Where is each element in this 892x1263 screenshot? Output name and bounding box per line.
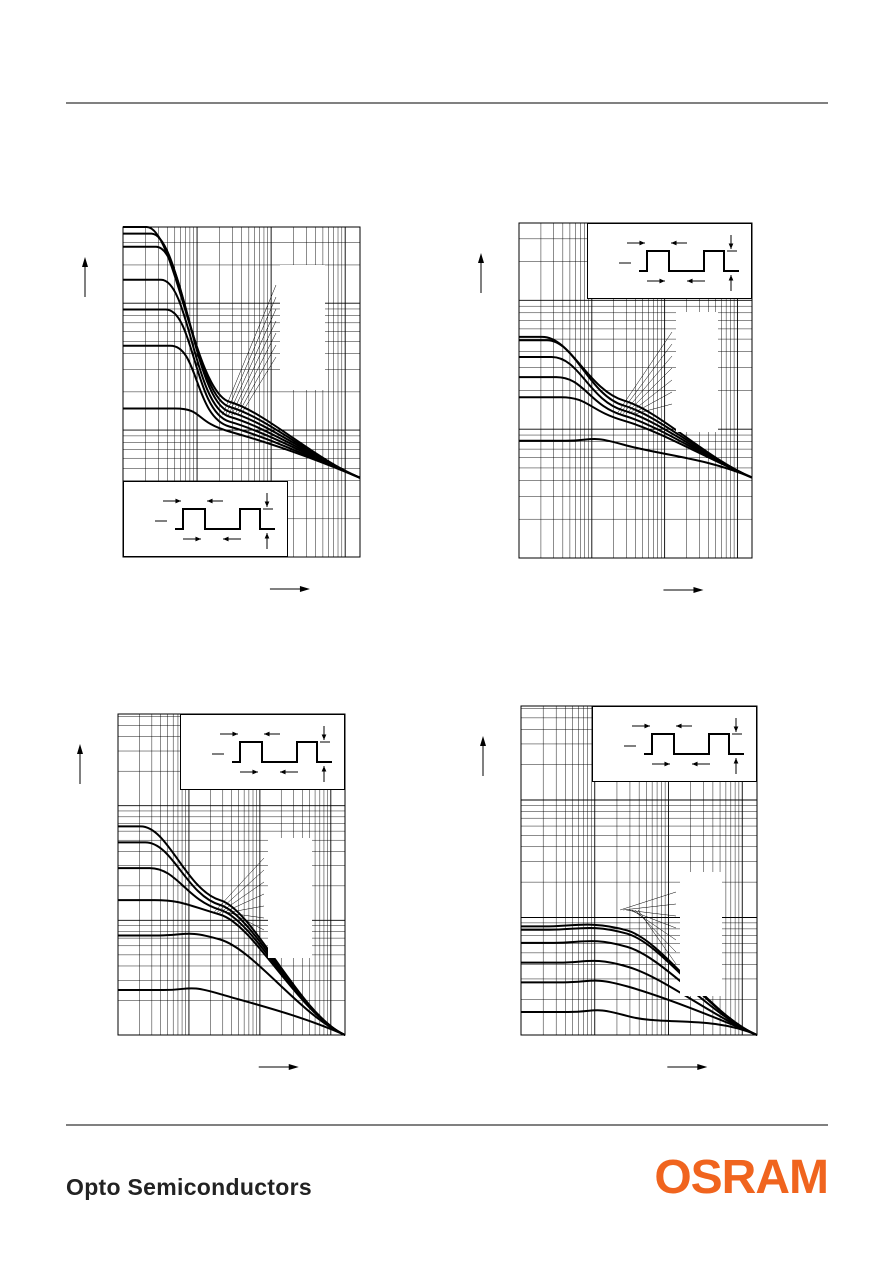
arrow-head (252, 769, 258, 775)
leader-line (219, 881, 265, 914)
leader-line (213, 857, 265, 914)
leader-line (228, 308, 277, 416)
diagram (480, 705, 758, 1070)
leader-line (228, 912, 265, 919)
curve (521, 1009, 758, 1036)
arrow-head (644, 723, 650, 729)
curve (118, 899, 346, 1036)
leader-line (225, 296, 277, 416)
arrow-head (676, 723, 682, 729)
arrow-head (733, 726, 739, 732)
leader-line (216, 869, 265, 914)
arrow-head (321, 734, 327, 740)
leader-line (631, 391, 673, 415)
pulse-waveform (232, 741, 332, 763)
arrow-head (659, 278, 665, 284)
curve (519, 437, 753, 479)
leader-line (628, 379, 673, 415)
pulse-waveform (639, 250, 739, 272)
arrow-head (288, 1064, 299, 1070)
arrow-head (480, 736, 486, 746)
leader-line (619, 343, 673, 415)
arrow-head (264, 501, 270, 507)
leader-line (222, 284, 277, 416)
pulse-waveform (644, 733, 744, 755)
leader-line (225, 905, 265, 914)
curve (123, 226, 361, 479)
curve (521, 926, 758, 1036)
leader-line (616, 331, 673, 415)
curve (521, 979, 758, 1036)
curve (123, 308, 361, 479)
arrow-head (223, 536, 229, 542)
legend-area (268, 838, 312, 958)
pulse-waveform (175, 508, 275, 530)
arrow-head (664, 761, 670, 767)
leader-line (623, 903, 677, 911)
leader-line (620, 891, 677, 911)
diagram (77, 713, 346, 1070)
diagram (82, 226, 361, 592)
curve (118, 987, 346, 1036)
leader-line (622, 355, 673, 415)
curve (521, 940, 758, 1036)
arrow-head (207, 498, 213, 504)
leader-line (237, 344, 277, 416)
curve (123, 344, 361, 479)
logo: OSRAM (654, 1151, 829, 1204)
arrow-head (639, 240, 645, 246)
arrow-head (671, 240, 677, 246)
leader-line (626, 909, 677, 917)
arrow-head (728, 275, 734, 281)
curve (123, 407, 361, 479)
legend-area (680, 872, 722, 996)
curve (123, 245, 361, 479)
arrow-head (264, 731, 270, 737)
curve (123, 232, 361, 479)
footer-text: Opto Semiconductors (66, 1174, 312, 1200)
curve (521, 959, 758, 1036)
leader-line (634, 403, 673, 415)
curve (118, 932, 346, 1036)
legend-area (280, 265, 325, 390)
curve (519, 396, 753, 479)
leader-line (631, 909, 677, 941)
leader-line (625, 367, 673, 415)
leader-line (222, 893, 265, 914)
legend-area (676, 312, 718, 432)
arrow-head (280, 769, 286, 775)
arrow-head (697, 1064, 708, 1070)
arrow-head (195, 536, 201, 542)
arrow-head (321, 766, 327, 772)
arrow-head (733, 758, 739, 764)
arrow-head (232, 731, 238, 737)
arrow-head (299, 586, 310, 592)
arrow-head (693, 587, 704, 593)
curve (123, 278, 361, 479)
leader-line (231, 320, 277, 416)
leader-line (231, 912, 265, 931)
diagram (478, 222, 753, 593)
leader-line (234, 332, 277, 416)
arrow-head (692, 761, 698, 767)
arrow-head (728, 243, 734, 249)
arrow-head (687, 278, 693, 284)
arrow-head (77, 744, 83, 754)
leader-line (240, 356, 277, 416)
leader-line (637, 909, 677, 965)
arrow-head (478, 253, 484, 263)
arrow-head (82, 257, 88, 267)
arrow-head (175, 498, 181, 504)
arrow-head (264, 533, 270, 539)
leader-line (634, 909, 677, 953)
